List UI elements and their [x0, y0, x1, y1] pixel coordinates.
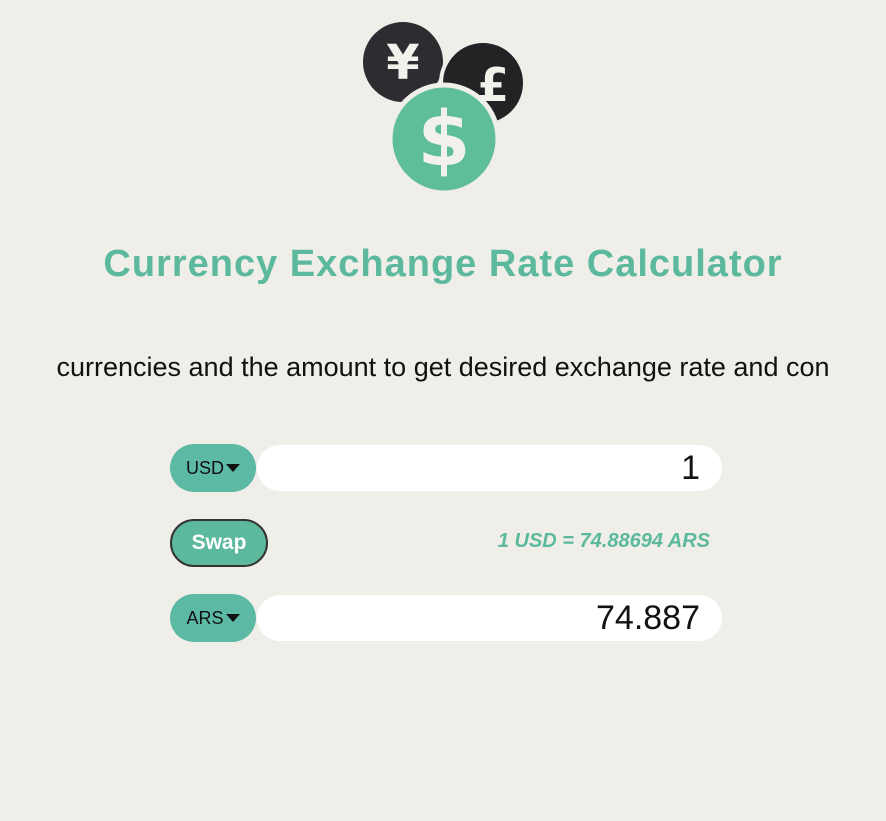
- title: Currency Exchange Rate Calculator: [103, 243, 783, 285]
- exchange-rate: 1 USD = 74.88694 ARS: [497, 530, 710, 552]
- dropdown-caret: [226, 464, 240, 472]
- from-amount-input[interactable]: 1: [257, 445, 722, 491]
- to-amount-input[interactable]: 74.887: [257, 595, 722, 641]
- yen-symbol: ¥: [386, 35, 419, 91]
- from-currency: USD: [185, 457, 224, 478]
- to-currency-select[interactable]: ARS: [170, 594, 256, 642]
- dropdown-caret: [225, 614, 240, 622]
- dollar-symbol: $: [418, 94, 471, 183]
- pound-symbol: £: [477, 58, 509, 112]
- currency-icon: ¥ £ $: [359, 18, 527, 195]
- instruction: currencies and the amount to get desired…: [56, 352, 830, 382]
- swap-button[interactable]: Swap: [170, 519, 268, 567]
- from-currency-select[interactable]: USD: [170, 444, 256, 492]
- to-currency: ARS: [186, 607, 224, 628]
